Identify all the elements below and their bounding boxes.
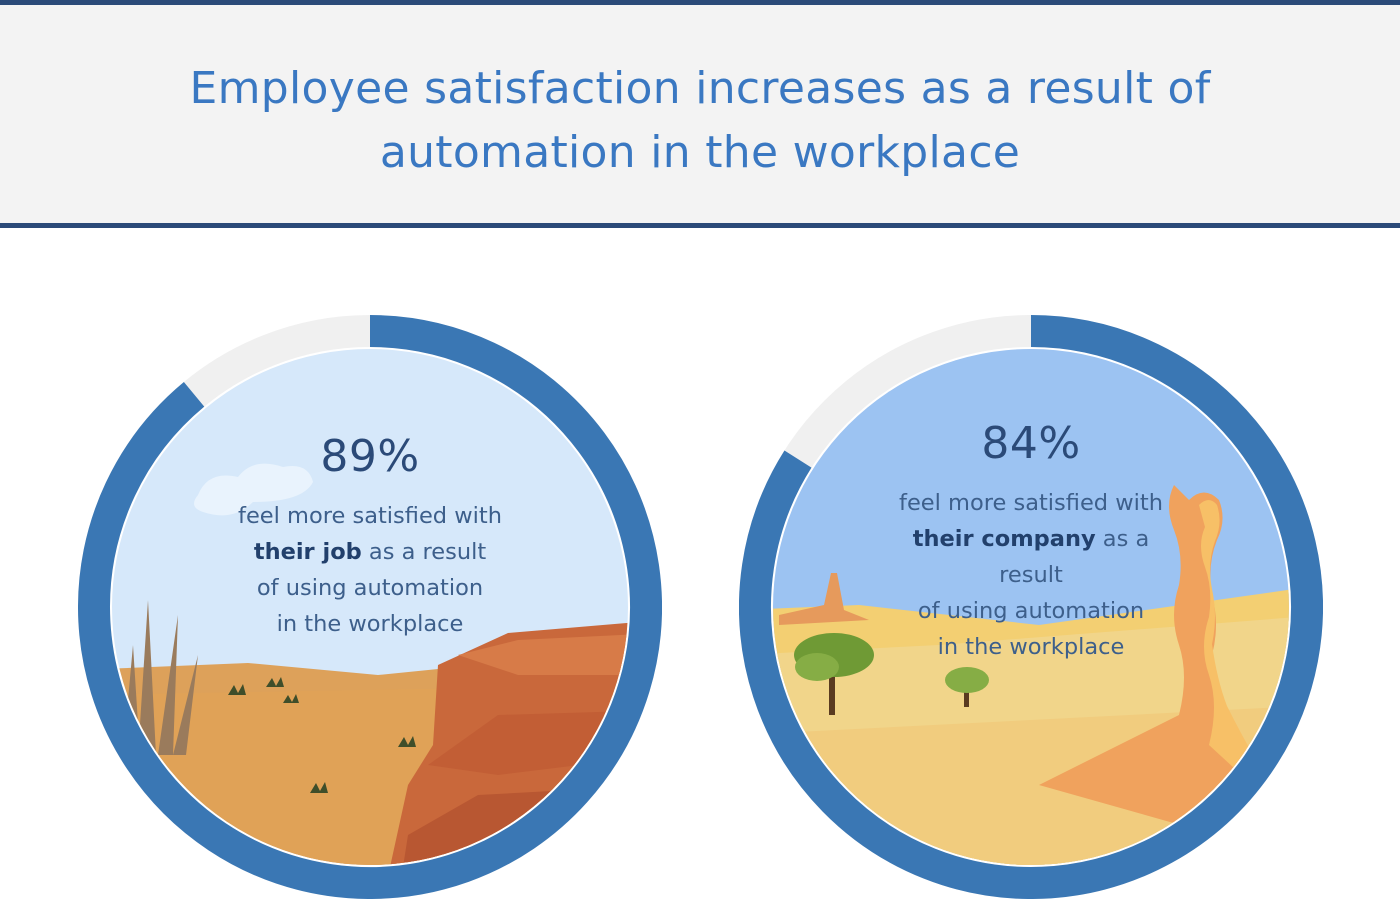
caption-line-3: of using automation	[917, 598, 1145, 624]
caption: feel more satisfied with their job as a …	[220, 498, 520, 642]
caption: feel more satisfied with their company a…	[881, 485, 1181, 665]
donut-company-graphic	[739, 315, 1323, 899]
header-banner: Employee satisfaction increases as a res…	[0, 0, 1400, 228]
caption-line-1: feel more satisfied with	[899, 490, 1163, 516]
donut-job-graphic	[78, 315, 662, 899]
donut-company-arc	[739, 315, 1323, 899]
caption-line-3: of using automation	[256, 575, 484, 601]
caption-emphasis: their company	[912, 526, 1096, 552]
caption-line-1: feel more satisfied with	[238, 503, 502, 529]
donut-company: 84% feel more satisfied with their compa…	[739, 315, 1323, 899]
page-title: Employee satisfaction increases as a res…	[189, 63, 1211, 178]
caption-line-4: in the workplace	[276, 611, 464, 637]
donut-job: 89% feel more satisfied with their job a…	[78, 315, 662, 899]
donut-job-arc	[78, 315, 662, 899]
caption-line-2-rest: as a result	[999, 526, 1150, 588]
value-label: 84%	[981, 418, 1081, 469]
caption-line-2-rest: as a result	[361, 539, 487, 565]
donut-job-label: 89% feel more satisfied with their job a…	[220, 430, 520, 642]
value-label: 89%	[320, 431, 420, 482]
caption-line-4: in the workplace	[937, 634, 1125, 660]
donut-company-label: 84% feel more satisfied with their compa…	[881, 417, 1181, 665]
caption-emphasis: their job	[253, 539, 362, 565]
